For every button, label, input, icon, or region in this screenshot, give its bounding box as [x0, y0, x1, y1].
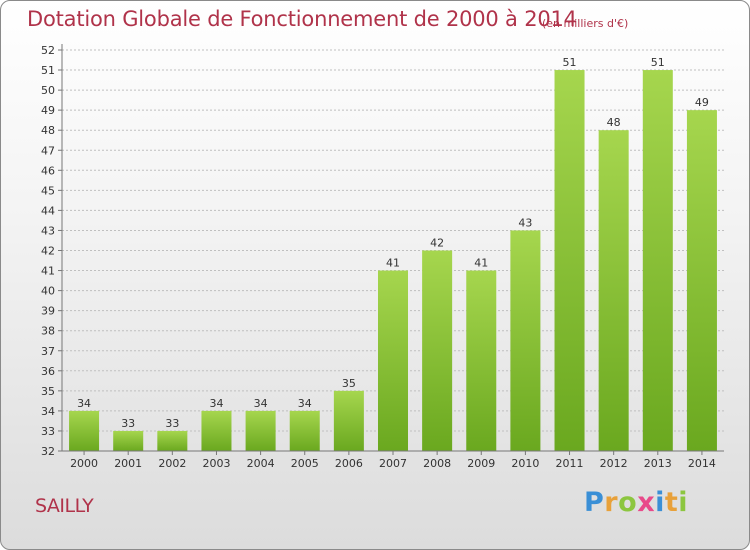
data-label: 34	[209, 397, 223, 410]
data-label: 42	[430, 237, 444, 250]
data-label: 43	[518, 216, 532, 229]
y-tick-label: 42	[41, 245, 55, 258]
bar	[377, 270, 409, 451]
x-tick-label: 2010	[511, 457, 539, 470]
x-tick-label: 2013	[644, 457, 672, 470]
logo-letter: o	[618, 487, 638, 518]
bar	[554, 70, 585, 452]
x-tick-label: 2014	[688, 457, 716, 470]
x-tick-label: 2008	[423, 457, 451, 470]
bar	[642, 70, 673, 452]
data-label: 51	[651, 56, 665, 69]
y-tick-label: 37	[41, 345, 55, 358]
x-tick-label: 2003	[202, 457, 230, 470]
y-tick-label: 33	[41, 425, 55, 438]
y-tick-label: 48	[41, 124, 55, 137]
logo-letter: P	[584, 487, 605, 518]
data-label: 33	[121, 417, 135, 430]
data-labels: 34 33 33 34 34 34 35 41 42 41 43 51 48 51 49	[77, 56, 709, 430]
x-tick-label: 2005	[291, 457, 319, 470]
y-tick-label: 45	[41, 184, 55, 197]
data-label: 33	[165, 417, 179, 430]
commune-name: SAILLY	[35, 495, 94, 517]
bar	[422, 250, 453, 451]
bar	[466, 270, 497, 451]
bar	[201, 410, 232, 451]
bar	[157, 430, 188, 451]
bars	[69, 70, 717, 452]
logo-letter: i	[655, 487, 665, 518]
axes: 32 33 34 35 36 37 38 39 40 41 42 43 44 45 46 47 48 49 50 51…	[41, 44, 724, 470]
data-label: 35	[342, 377, 356, 390]
logo-letter: t	[664, 487, 679, 518]
bar	[333, 390, 364, 451]
chart-title: Dotation Globale de Fonctionnement de 20…	[27, 7, 577, 31]
logo-letter: i	[678, 487, 689, 518]
data-label: 34	[298, 397, 312, 410]
logo-letter: x	[637, 487, 656, 518]
x-tick-label: 2007	[379, 457, 407, 470]
bar	[289, 410, 320, 451]
logo-letter: r	[604, 487, 619, 518]
y-tick-label: 40	[41, 285, 55, 298]
data-label: 51	[563, 56, 577, 69]
x-tick-label: 2004	[247, 457, 275, 470]
y-tick-label: 36	[41, 365, 55, 378]
data-label: 34	[254, 397, 268, 410]
x-tick-label: 2002	[158, 457, 186, 470]
data-label: 34	[77, 397, 91, 410]
y-tick-label: 39	[41, 305, 55, 318]
y-tick-label: 41	[41, 265, 55, 278]
y-tick-label: 43	[41, 224, 55, 237]
data-label: 41	[474, 257, 488, 270]
proxiti-logo: Proxiti	[584, 487, 688, 518]
x-tick-label: 2011	[556, 457, 584, 470]
x-tick-label: 2012	[600, 457, 628, 470]
x-tick-label: 2001	[114, 457, 142, 470]
y-tick-label: 34	[41, 405, 55, 418]
y-tick-label: 46	[41, 164, 55, 177]
data-label: 49	[695, 96, 709, 109]
y-tick-label: 47	[41, 144, 55, 157]
y-tick-label: 38	[41, 325, 55, 338]
y-tick-label: 44	[41, 204, 55, 217]
y-tick-label: 49	[41, 104, 55, 117]
unit-note: (en milliers d'€)	[542, 17, 629, 30]
bar	[69, 410, 100, 451]
bar	[510, 230, 541, 451]
data-label: 48	[607, 116, 621, 129]
x-tick-label: 2009	[467, 457, 495, 470]
bar	[686, 110, 717, 452]
y-tick-label: 50	[41, 84, 55, 97]
y-tick-label: 51	[41, 64, 55, 77]
y-tick-label: 32	[41, 445, 55, 458]
bar	[598, 130, 629, 451]
data-label: 41	[386, 257, 400, 270]
x-tick-label: 2006	[335, 457, 363, 470]
y-tick-label: 52	[41, 44, 55, 57]
x-tick-label: 2000	[70, 457, 98, 470]
bar	[113, 430, 144, 451]
y-tick-label: 35	[41, 385, 55, 398]
bar	[245, 410, 276, 451]
